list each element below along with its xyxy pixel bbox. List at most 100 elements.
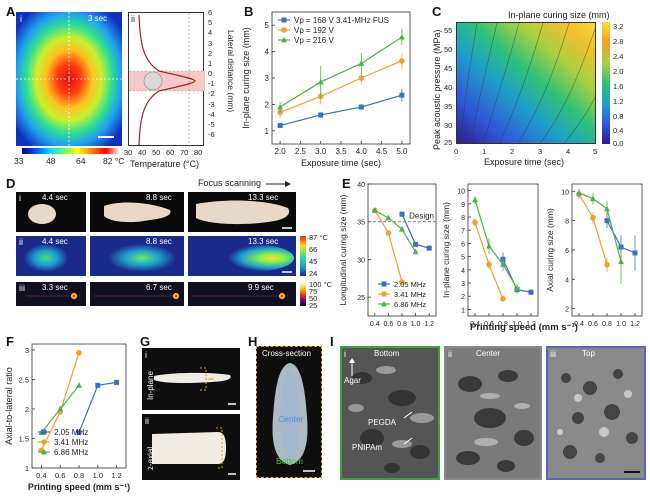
data-point bbox=[399, 92, 405, 98]
y-axis-label: Axial-to-lateral ratio bbox=[4, 367, 14, 445]
temp-profile-plot bbox=[128, 12, 205, 147]
c-xtick: 3 bbox=[538, 147, 543, 156]
x-tick-label: 0.8 bbox=[397, 321, 407, 328]
y-tick-label: 40 bbox=[357, 182, 365, 189]
a-ii-xtick: 70 bbox=[180, 148, 189, 157]
a-ii-ytick: 6 bbox=[208, 8, 213, 17]
a-ii-ytick: 4 bbox=[208, 28, 213, 37]
d-i-frame-2 bbox=[90, 192, 184, 232]
a-ii-xtick: 60 bbox=[166, 148, 175, 157]
data-point bbox=[486, 261, 492, 268]
d-iii-time-2: 6.7 sec bbox=[146, 283, 172, 292]
d-ii-colorbar bbox=[300, 236, 306, 276]
data-point bbox=[277, 103, 284, 110]
c-cbar-tick: 1.2 bbox=[613, 97, 624, 106]
x-tick-label: 0.8 bbox=[602, 321, 612, 328]
y-tick-label: 1 bbox=[461, 307, 465, 314]
g-ii-image bbox=[142, 414, 240, 480]
y-tick-label: 9 bbox=[461, 202, 465, 209]
y-tick-label: 7 bbox=[461, 228, 465, 235]
data-point bbox=[114, 379, 120, 385]
c-colorbar bbox=[602, 22, 610, 144]
y-tick-label: 3 bbox=[25, 346, 29, 355]
panel-label-h: H bbox=[248, 334, 258, 349]
i-sem-top bbox=[546, 346, 646, 480]
d-iii-frame-3 bbox=[188, 282, 296, 306]
legend-marker bbox=[41, 439, 47, 445]
x-axis-label: Printing speed (mm s⁻¹) bbox=[28, 482, 130, 492]
d-i-frame-1 bbox=[16, 192, 86, 232]
y-tick-label: 1 bbox=[25, 464, 29, 473]
data-point bbox=[57, 405, 64, 412]
panel-a-time: 3 sec bbox=[88, 14, 108, 23]
d-i-time-1: 4.4 sec bbox=[42, 193, 68, 202]
d-iii-cbar-tick: 100 °C bbox=[309, 280, 333, 289]
legend-entry: 3.41 MHz bbox=[394, 290, 426, 299]
x-tick-label: 0.8 bbox=[74, 471, 84, 480]
data-point bbox=[576, 189, 582, 196]
c-ytick: 45 bbox=[444, 64, 453, 73]
c-xtick: 4 bbox=[566, 147, 571, 156]
d-iii-colorbar bbox=[300, 282, 306, 306]
a-ii-ytick: 3 bbox=[208, 39, 213, 48]
h-center: Center bbox=[278, 414, 304, 424]
i-sem-center bbox=[444, 346, 542, 480]
i-bottom-label: Bottom bbox=[374, 349, 400, 358]
d-i-time-2: 8.8 sec bbox=[146, 193, 172, 202]
x-tick-label: 0.6 bbox=[55, 471, 65, 480]
d-sub-i: i bbox=[19, 193, 21, 203]
data-point bbox=[604, 205, 610, 212]
cbar-a-tick-2: 64 bbox=[76, 156, 86, 166]
c-xtick: 5 bbox=[593, 147, 598, 156]
c-cbar-tick: 0.8 bbox=[613, 112, 624, 121]
series-line bbox=[279, 60, 403, 113]
x-tick-label: 0.4 bbox=[574, 321, 584, 328]
panel-label-g: G bbox=[140, 334, 151, 349]
y-tick-label: 4 bbox=[265, 48, 270, 57]
a-ii-ylabel: Lateral distance (mm) bbox=[226, 30, 236, 113]
x-tick-label: 1.0 bbox=[512, 321, 522, 328]
data-point bbox=[500, 261, 506, 267]
series-line bbox=[374, 209, 417, 253]
data-point bbox=[604, 218, 610, 224]
x-tick-label: 0.4 bbox=[370, 321, 380, 328]
y-tick-label: 25 bbox=[357, 295, 365, 302]
y-tick-label: 10 bbox=[457, 189, 465, 196]
d-ii-time-3: 13.3 sec bbox=[248, 237, 279, 246]
data-point bbox=[618, 258, 624, 265]
x-tick-label: 1.2 bbox=[630, 321, 640, 328]
chart-e-ii: 1 2 3 4 5 6 7 8 9 10 0.4 0.6 0.8 1.0 1.2 In-plane curin… bbox=[442, 183, 539, 328]
a-ii-xtick: 30 bbox=[124, 148, 133, 157]
i-pnipam-label: PNIPAm bbox=[352, 443, 383, 452]
a-ii-xtick: 80 bbox=[194, 148, 203, 157]
g-in-plane: In-plane bbox=[146, 371, 155, 400]
y-tick-label: 2.5 bbox=[19, 375, 29, 384]
y-tick-label: 5 bbox=[265, 21, 270, 30]
data-point bbox=[472, 196, 478, 203]
d-i-frame-3 bbox=[188, 192, 296, 232]
series-line bbox=[374, 210, 403, 283]
c-title: In-plane curing size (mm) bbox=[508, 10, 610, 20]
d-ii-cbar-tick: 45 bbox=[309, 257, 318, 266]
y-tick-label: 4 bbox=[461, 268, 465, 275]
y-axis-label: Axial curing size (mm) bbox=[546, 208, 555, 292]
data-point bbox=[399, 211, 405, 217]
d-sub-iii: iii bbox=[19, 283, 25, 293]
h-title: Cross-section bbox=[262, 349, 311, 358]
c-xlabel: Exposure time (sec) bbox=[484, 157, 565, 167]
c-xtick: 0 bbox=[454, 147, 459, 156]
e-xlabel: Printing speed (mm s⁻¹) bbox=[470, 322, 578, 333]
data-point bbox=[317, 78, 324, 85]
data-point bbox=[399, 226, 405, 232]
d-ii-frame-2 bbox=[90, 236, 184, 276]
a-ii-ytick: -1 bbox=[208, 79, 215, 88]
data-point bbox=[472, 219, 478, 226]
panel-label-b: B bbox=[244, 4, 254, 19]
g-sub-i: i bbox=[145, 350, 147, 360]
data-point bbox=[590, 214, 596, 221]
colorbar-a bbox=[22, 148, 120, 154]
data-point bbox=[371, 207, 378, 213]
data-point bbox=[277, 123, 283, 129]
h-cross-section-image bbox=[256, 346, 322, 478]
h-bottom: Bottom bbox=[276, 456, 303, 466]
